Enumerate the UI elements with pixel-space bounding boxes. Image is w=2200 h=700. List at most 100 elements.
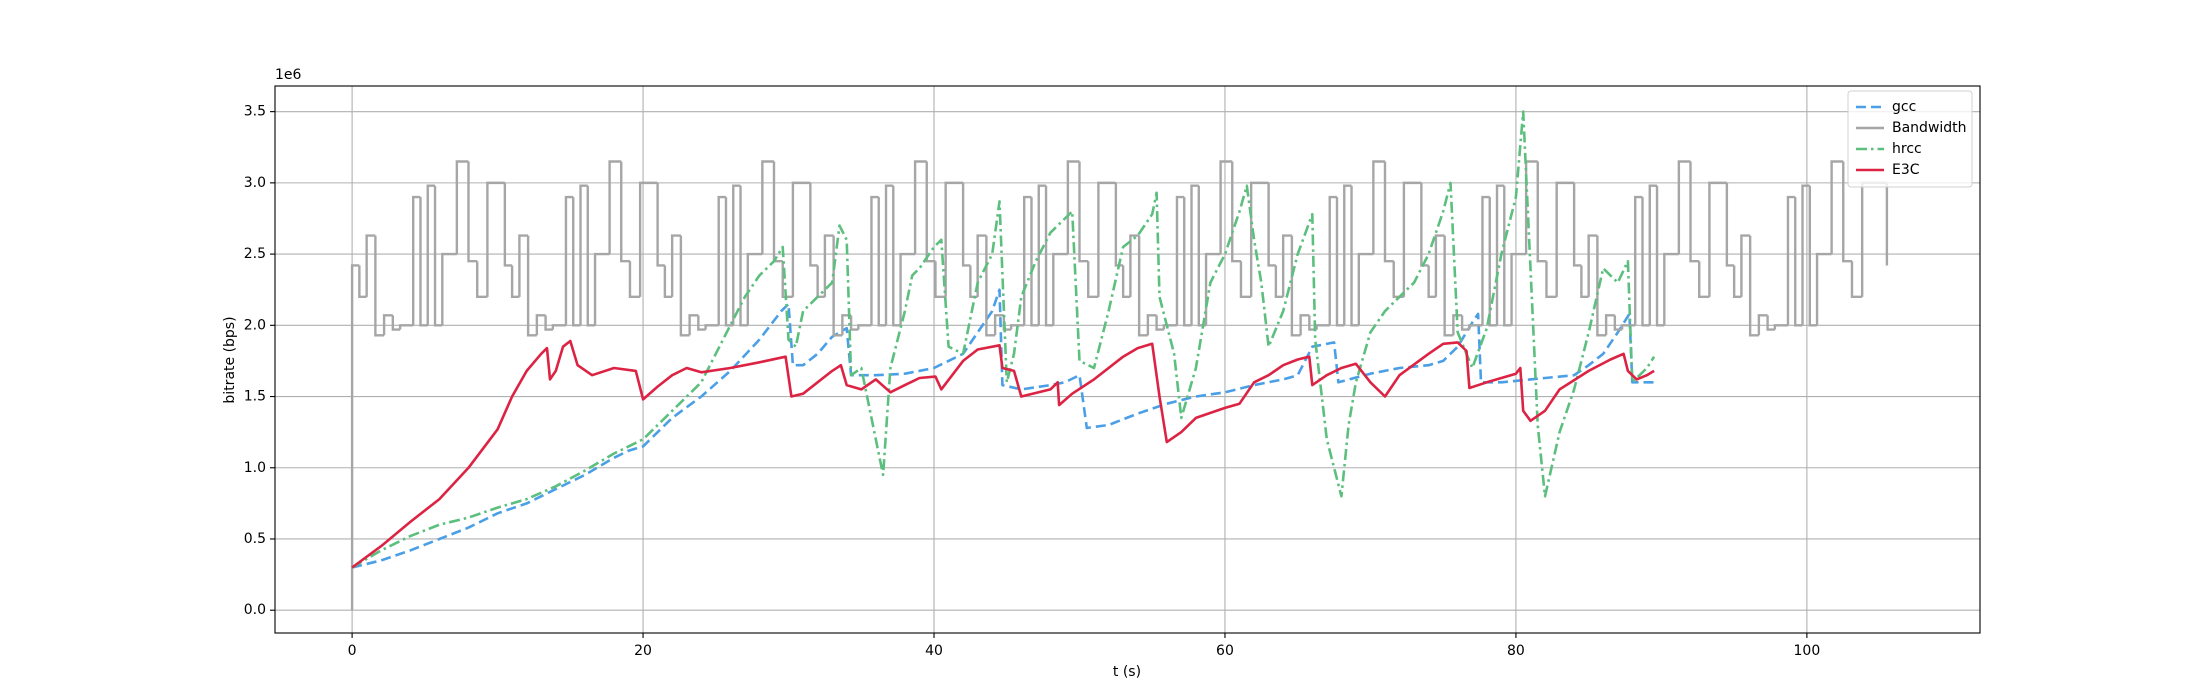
step [551, 324, 566, 330]
step [993, 314, 1004, 336]
step [628, 261, 641, 299]
x-tick-label: 100 [1794, 643, 1821, 659]
legend-label: hrcc [1892, 141, 1922, 157]
step [1009, 324, 1025, 330]
step [510, 265, 520, 299]
step [1281, 234, 1292, 297]
y-axis-label: bitrate (bps) [222, 316, 238, 403]
step [358, 265, 367, 299]
step [1510, 252, 1527, 326]
y-offset-label: 1e6 [275, 67, 302, 83]
step [976, 234, 987, 297]
step [697, 315, 706, 331]
step [1860, 181, 1887, 297]
step [1219, 160, 1233, 255]
step [663, 265, 673, 299]
step [608, 160, 622, 255]
step [518, 234, 529, 297]
step [832, 235, 843, 337]
legend-box [1847, 90, 1973, 188]
step [1604, 314, 1615, 336]
step [1766, 315, 1775, 331]
step [419, 197, 428, 327]
step [1725, 182, 1735, 267]
legend-label: E3C [1892, 162, 1920, 178]
step [1555, 181, 1575, 297]
y-tick-label: 3.0 [244, 175, 266, 191]
step [934, 261, 946, 299]
step [1129, 234, 1140, 297]
step [535, 314, 546, 336]
step [586, 185, 596, 327]
step [1663, 252, 1679, 326]
step [823, 234, 834, 297]
step [761, 160, 774, 255]
step [1037, 184, 1047, 326]
step [1545, 261, 1557, 299]
step [1641, 197, 1650, 327]
step [382, 314, 393, 336]
step [1402, 181, 1422, 297]
step [467, 161, 478, 263]
step [486, 181, 505, 297]
step [899, 252, 916, 326]
step [1740, 234, 1751, 297]
step [1634, 195, 1643, 326]
step [1786, 195, 1796, 326]
step [455, 160, 469, 255]
series-line [351, 110, 1656, 569]
step [1350, 185, 1359, 327]
step [593, 252, 610, 326]
step [391, 315, 401, 331]
step [679, 235, 690, 337]
step [688, 314, 699, 336]
step [1146, 314, 1157, 336]
step [1452, 314, 1463, 336]
legend-label: Bandwidth [1892, 120, 1967, 136]
step [1794, 197, 1803, 327]
y-tick-label: 2.5 [244, 246, 266, 262]
step [1698, 261, 1710, 299]
step [1420, 182, 1429, 267]
step [1267, 182, 1276, 267]
step [1372, 160, 1385, 255]
step [398, 324, 414, 330]
step [1757, 314, 1768, 336]
step [1023, 195, 1032, 326]
step [1357, 252, 1374, 326]
step [892, 185, 901, 327]
step [1239, 261, 1252, 299]
step [350, 264, 360, 611]
y-tick-label: 0.5 [244, 531, 266, 547]
step [1773, 324, 1788, 330]
step [739, 185, 748, 327]
step [1536, 161, 1547, 263]
step [925, 161, 936, 263]
step [781, 261, 793, 299]
x-tick-label: 80 [1507, 643, 1525, 659]
step [426, 184, 436, 326]
step [849, 315, 859, 331]
step [1328, 195, 1337, 326]
step [476, 261, 488, 299]
step [1808, 185, 1818, 327]
step [1580, 265, 1589, 299]
step [1503, 185, 1512, 327]
step [670, 234, 681, 297]
step [1183, 197, 1192, 327]
step [877, 197, 887, 327]
step [1274, 265, 1284, 299]
bandwidth-steps [350, 160, 1889, 611]
step [1249, 181, 1269, 297]
y-tick-label: 0.0 [244, 602, 266, 618]
step [1850, 261, 1863, 299]
y-tick-label: 3.5 [244, 104, 266, 120]
step [1443, 235, 1454, 337]
step [1620, 324, 1636, 330]
step [1572, 182, 1582, 267]
step [1155, 315, 1164, 331]
step [1162, 324, 1177, 330]
step [913, 160, 927, 255]
step [1299, 314, 1310, 336]
